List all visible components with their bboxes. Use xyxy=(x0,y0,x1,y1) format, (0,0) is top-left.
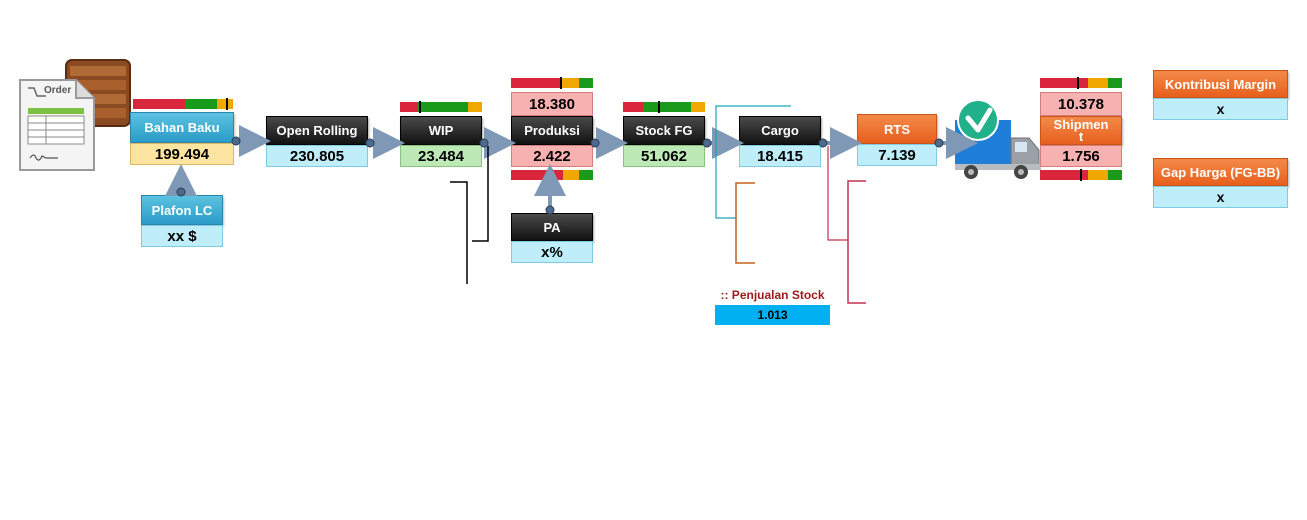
penjualan-stock-label: :: Penjualan Stock xyxy=(720,288,825,302)
shipment-top-value: 10.378 xyxy=(1040,92,1122,116)
order-icon-text: Order xyxy=(44,85,72,96)
stock-fg-header[interactable]: Stock FG xyxy=(623,116,705,145)
kontribusi-margin-header[interactable]: Kontribusi Margin xyxy=(1153,70,1288,98)
shipment-top-status-bar xyxy=(1040,77,1122,89)
plafon-lc-header[interactable]: Plafon LC xyxy=(141,195,223,225)
kontribusi-margin-value: x xyxy=(1153,98,1288,120)
shipment-header[interactable]: Shipmen t xyxy=(1040,116,1122,145)
cargo-header[interactable]: Cargo xyxy=(739,116,821,145)
produksi-top-status-bar xyxy=(511,77,593,89)
pa-value: x% xyxy=(511,241,593,263)
open-rolling-header[interactable]: Open Rolling xyxy=(266,116,368,145)
gap-harga-header[interactable]: Gap Harga (FG-BB) xyxy=(1153,158,1288,186)
open-rolling-value: 230.805 xyxy=(266,145,368,167)
cargo-value: 18.415 xyxy=(739,145,821,167)
rts-header[interactable]: RTS xyxy=(857,114,937,144)
bahan-baku-header[interactable]: Bahan Baku xyxy=(130,112,234,143)
plafon-lc-value: xx $ xyxy=(141,225,223,247)
produksi-top-value: 18.380 xyxy=(511,92,593,116)
shipment-bottom-status-bar xyxy=(1040,169,1122,181)
stock-fg-status-bar xyxy=(623,101,705,113)
produksi-header[interactable]: Produksi xyxy=(511,116,593,145)
stock-fg-value: 51.062 xyxy=(623,145,705,167)
shipment-value: 1.756 xyxy=(1040,145,1122,167)
rts-value: 7.139 xyxy=(857,144,937,166)
bahan-baku-status-bar xyxy=(133,98,233,110)
produksi-value: 2.422 xyxy=(511,145,593,167)
order-document-icon xyxy=(18,78,96,172)
wip-value: 23.484 xyxy=(400,145,482,167)
wip-status-bar xyxy=(400,101,482,113)
wip-header[interactable]: WIP xyxy=(400,116,482,145)
penjualan-stock-value: 1.013 xyxy=(715,305,830,325)
gap-harga-value: x xyxy=(1153,186,1288,208)
